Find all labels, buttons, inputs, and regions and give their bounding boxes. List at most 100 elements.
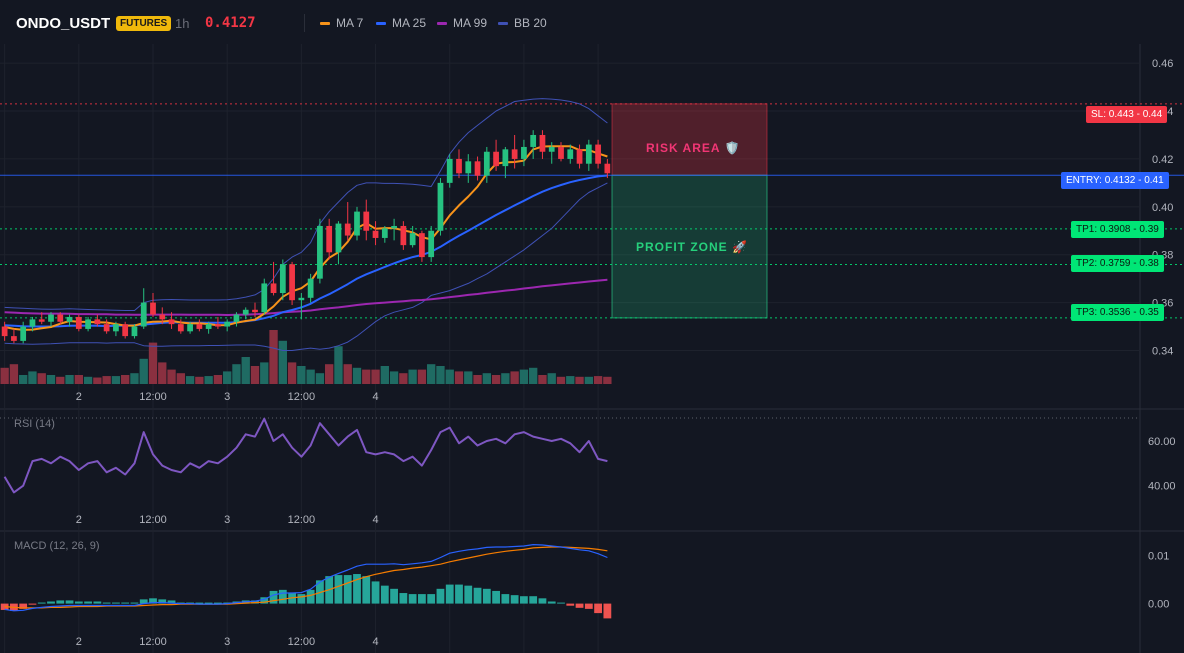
macd-histogram-bar [399,593,408,604]
macd-histogram-bar [566,603,575,606]
macd-histogram-bar [547,601,556,604]
macd-histogram-bar [557,602,565,604]
volume-bar [593,376,603,384]
candle-body [428,230,435,258]
volume-bar [510,371,519,384]
candle-body [205,324,212,329]
candle-body [317,225,323,279]
candle-body [57,314,64,322]
macd-histogram-bar [362,576,371,604]
candle-body [242,309,249,315]
legend-ma99-label: MA 99 [453,16,488,30]
symbol-name[interactable]: ONDO_USDT [16,15,111,32]
candle-body [521,146,527,159]
volume-bar [491,375,501,384]
time-axis-label: 2 [76,514,82,526]
last-price: 0.4127 [205,15,256,31]
risk-area-box [611,103,768,176]
candle-body [307,278,314,298]
time-axis-label: 12:00 [139,514,167,526]
volume-bar [102,376,111,384]
candle-body [177,324,184,332]
macd-histogram-bar [418,594,426,604]
volume-bar [65,375,74,384]
timeframe-label[interactable]: 1h [175,16,190,31]
volume-bar [325,364,334,384]
candle-body [344,223,351,236]
time-axis-label: 12:00 [288,636,316,648]
volume-bar [436,366,445,384]
volume-bar [176,373,185,384]
macd-histogram-bar [84,601,92,604]
legend-ma7[interactable]: MA 7 [320,16,363,30]
tp3-tag-label: TP3: 0.3536 [1076,307,1131,318]
volume-bar [519,369,529,384]
candle-body [252,309,258,313]
volume-bar [427,364,436,384]
volume-bar [547,373,556,384]
price-tick-label: 0.46 [1152,58,1173,70]
sl-tag-label: SL: 0.443 [1091,109,1134,120]
macd-histogram-bar [529,596,538,604]
candle-body [20,326,27,341]
volume-bar [130,373,139,384]
candle-body [85,319,91,329]
candle-body [38,319,45,322]
candle-body [604,163,611,174]
header-divider [304,14,305,32]
macd-line [4,543,608,612]
candle-body [122,324,129,337]
profit-zone-box [611,174,768,319]
candle-body [270,283,277,294]
macd-histogram-bar [19,603,28,609]
macd-histogram-bar [492,590,500,604]
candle-body [372,230,379,238]
legend-ma25[interactable]: MA 25 [376,16,426,30]
legend-bb20[interactable]: BB 20 [498,16,547,30]
macd-pane-label[interactable]: MACD (12, 26, 9) [14,540,100,552]
volume-bar [389,371,399,384]
candle-body [595,144,601,164]
volume-bar [371,369,380,384]
chart-header: ONDO_USDT FUTURES 1h 0.4127 MA 7 MA 25 M… [0,0,1184,46]
candle-body [363,211,370,231]
macd-histogram-bar [390,588,398,604]
candle-body [159,314,166,320]
sl-tag-axis: 0.44 [1142,109,1163,120]
macd-tick-label: 0.01 [1148,551,1169,563]
macd-histogram-bar [93,601,102,604]
macd-histogram-bar [501,594,510,604]
candle-body [381,228,388,238]
volume-bar [241,357,250,384]
macd-histogram-bar [102,602,111,604]
legend-ma7-label: MA 7 [336,16,364,30]
volume-bar [250,366,260,384]
time-axis-label: 12:00 [288,391,316,403]
volume-bar [445,369,454,384]
candle-body [150,302,156,315]
macd-histogram-bar [214,602,222,604]
macd-histogram-bar [47,601,55,604]
volume-bar [454,371,464,384]
tp1-tag-label: TP1: 0.3908 [1076,224,1131,235]
volume-bar [93,377,102,384]
volume-bar [74,375,83,384]
volume-bar [334,346,343,384]
price-tick-label: 0.40 [1152,202,1173,214]
volume-bar [538,375,547,384]
legend-ma99[interactable]: MA 99 [437,16,487,30]
tp3-tag: TP3: 0.3536 - 0.35 [1071,304,1164,321]
candle-body [261,283,268,313]
time-axis-label: 2 [76,636,82,648]
macd-histogram-bar [167,600,176,604]
volume-bar [362,369,371,384]
time-axis-label: 4 [372,391,378,403]
volume-bar [566,376,575,384]
candle-body [140,302,147,327]
rsi-pane-label[interactable]: RSI (14) [14,418,55,430]
macd-histogram-bar [473,587,482,604]
volume-bar [269,330,278,384]
candle-body [131,326,138,337]
macd-histogram-bar [28,603,37,605]
